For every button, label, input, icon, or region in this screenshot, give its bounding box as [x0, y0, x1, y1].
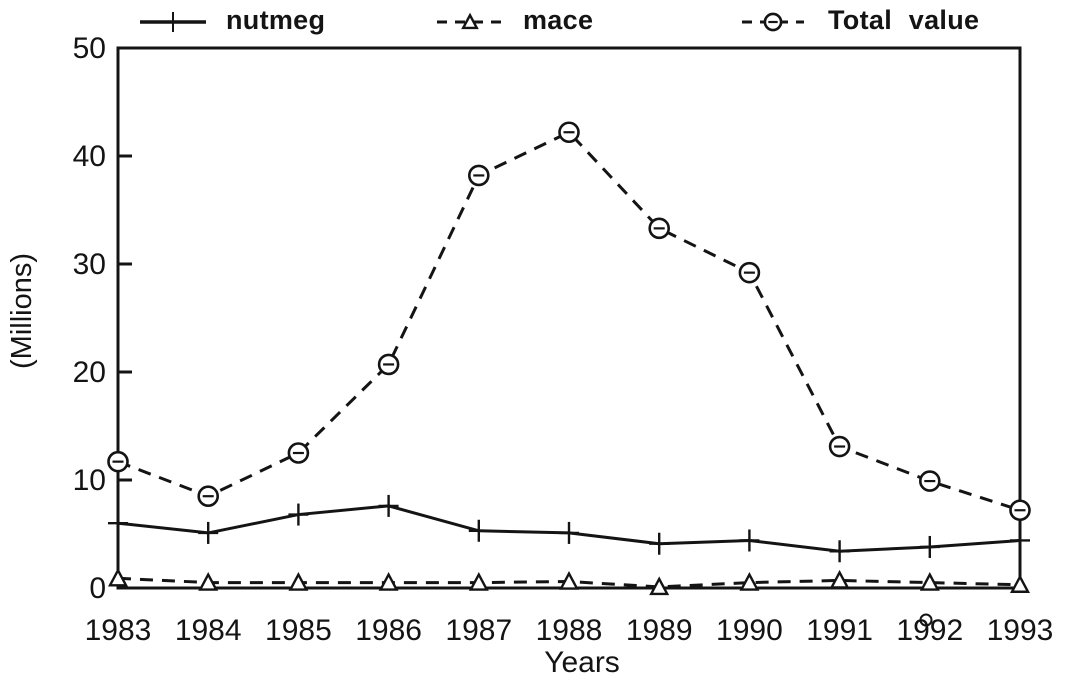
y-tick-label: 0	[89, 572, 106, 605]
y-axis: 0 10 20 30 40 50	[73, 32, 132, 605]
x-tick-label: 1984	[175, 614, 242, 647]
triangle-marker-icon	[559, 570, 579, 590]
total-value-line-key-icon	[742, 12, 804, 31]
legend-item-nutmeg: nutmeg	[138, 5, 325, 36]
triangle-marker-icon	[198, 572, 219, 591]
triangle-marker-icon	[461, 12, 479, 29]
x-tick-label: 1988	[536, 614, 603, 647]
series-mace	[108, 567, 1030, 596]
y-tick-label: 40	[73, 140, 106, 173]
x-tick-label: 1990	[716, 614, 783, 647]
x-tick-label: 1992	[896, 614, 963, 647]
triangle-marker-icon	[829, 569, 850, 589]
triangle-marker-icon	[288, 572, 309, 591]
x-axis: 1983 1984 1985 1986 1987 1988 1989 1990 1991 1992…	[85, 614, 1054, 647]
x-tick-label: 1989	[626, 614, 693, 647]
x-tick-label: 1986	[355, 614, 422, 647]
triangle-marker-icon	[378, 572, 399, 591]
x-tick-label: 1983	[85, 614, 152, 647]
triangle-marker-icon	[468, 572, 489, 591]
x-axis-title: Years	[544, 646, 620, 679]
y-tick-label: 20	[73, 356, 106, 389]
x-tick-label: 1991	[806, 614, 873, 647]
series-total-value-line	[117, 130, 1021, 512]
legend-label-mace: mace	[523, 5, 594, 35]
series-nutmeg	[108, 494, 1030, 563]
triangle-marker-icon	[739, 572, 760, 591]
x-tick-label: 1985	[265, 614, 332, 647]
x-tick-label: 1993	[987, 614, 1054, 647]
scan-artifact-mark	[919, 613, 933, 627]
nutmeg-line-key-icon	[140, 11, 206, 32]
legend-label-total-value: Total value	[828, 5, 980, 35]
x-tick-label: 1987	[445, 614, 512, 647]
y-tick-label: 50	[73, 32, 106, 65]
triangle-marker-icon	[649, 576, 670, 596]
legend-item-mace: mace	[435, 5, 593, 36]
y-tick-label: 10	[73, 464, 106, 497]
y-tick-label: 30	[73, 248, 106, 281]
chart-legend: nutmeg mace Total value	[0, 0, 1076, 44]
triangle-marker-icon	[919, 572, 940, 591]
triangle-marker-icon	[108, 567, 128, 587]
mace-line-key-icon	[437, 12, 503, 29]
legend-item-total-value: Total value	[740, 5, 979, 36]
series-total-value	[107, 121, 1031, 522]
legend-label-nutmeg: nutmeg	[226, 5, 326, 35]
y-axis-title: (Millions)	[6, 253, 38, 369]
triangle-marker-icon	[1010, 574, 1030, 593]
